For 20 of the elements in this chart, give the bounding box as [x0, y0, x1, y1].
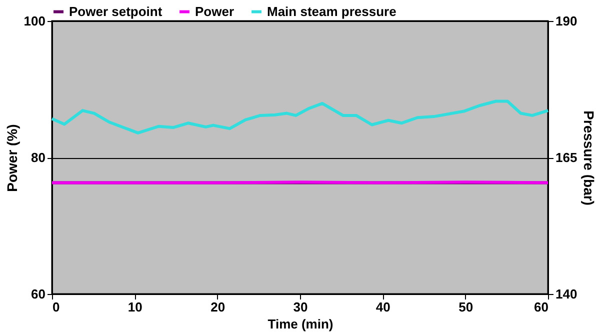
- x-tick-label: 10: [128, 300, 142, 314]
- legend-label: Power setpoint: [69, 4, 163, 19]
- y-tick-label: 100: [24, 14, 46, 28]
- legend-label: Main steam pressure: [267, 4, 396, 19]
- y-axis-title: Power (%): [4, 124, 20, 192]
- y2-tick-label: 140: [556, 286, 578, 302]
- x-tick-label: 60: [534, 300, 548, 314]
- y2-axis-title: Pressure (bar): [581, 110, 598, 206]
- x-axis-title: Time (min): [268, 316, 334, 332]
- y-tick-label: 80: [31, 150, 46, 165]
- x-tick-label: 20: [210, 300, 226, 314]
- y2-tick-label: 190: [556, 14, 578, 28]
- line-series: [50, 100, 550, 134]
- y-tick-label: 60: [31, 286, 46, 302]
- x-tick-label: 0: [52, 300, 60, 314]
- x-tick-label: 30: [293, 300, 308, 314]
- x-tick-label: 40: [376, 300, 390, 314]
- legend-label: Power: [195, 4, 234, 19]
- y2-tick-label: 165: [556, 150, 578, 165]
- x-tick-label: 50: [458, 300, 474, 314]
